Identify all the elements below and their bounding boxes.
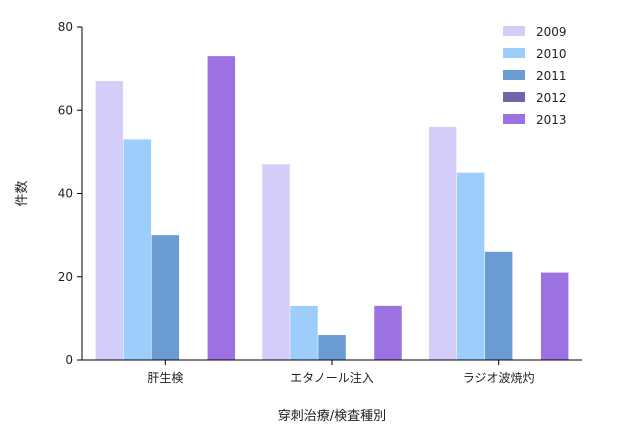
y-axis-ticks: 0 20 40 60 80 [58, 20, 82, 367]
y-tick-label: 0 [65, 353, 73, 367]
bar-2009-2 [262, 164, 290, 360]
legend: 2009 2010 2011 2012 2013 [503, 25, 567, 127]
bars-group [95, 56, 569, 361]
x-axis-ticks: 肝生検 エタノール注入 ラジオ波焼灼 [147, 360, 535, 385]
legend-swatch-2012 [503, 92, 525, 102]
bar-2010-1 [123, 139, 152, 360]
bar-2010-2 [290, 305, 318, 360]
bar-2013-2 [374, 305, 402, 360]
y-tick-label: 20 [58, 270, 73, 284]
bar-2013-1 [207, 56, 236, 360]
y-axis-title: 件数 [15, 180, 30, 206]
legend-label-2009: 2009 [536, 25, 567, 39]
y-tick-label: 40 [58, 187, 73, 201]
x-tick-label: エタノール注入 [290, 370, 374, 385]
legend-label-2010: 2010 [536, 47, 567, 61]
bar-2009-1 [95, 81, 124, 361]
x-tick-label: ラジオ波焼灼 [463, 370, 535, 385]
bar-2009-3 [428, 126, 457, 361]
legend-label-2012: 2012 [536, 91, 567, 105]
x-tick-label: 肝生検 [147, 371, 183, 385]
legend-label-2011: 2011 [536, 69, 567, 83]
legend-swatch-2010 [503, 48, 525, 58]
legend-label-2013: 2013 [536, 113, 567, 127]
legend-swatch-2009 [503, 26, 525, 36]
legend-swatch-2011 [503, 70, 525, 80]
x-axis-title: 穿刺治療/検査種別 [278, 408, 386, 424]
y-tick-label: 60 [58, 103, 73, 117]
bar-2011-3 [484, 251, 513, 360]
bar-2011-1 [151, 235, 180, 360]
legend-swatch-2013 [503, 114, 525, 124]
y-tick-label: 80 [58, 20, 73, 34]
bar-2011-2 [318, 335, 346, 360]
bar-2010-3 [456, 172, 485, 360]
bar-2013-3 [540, 272, 569, 360]
